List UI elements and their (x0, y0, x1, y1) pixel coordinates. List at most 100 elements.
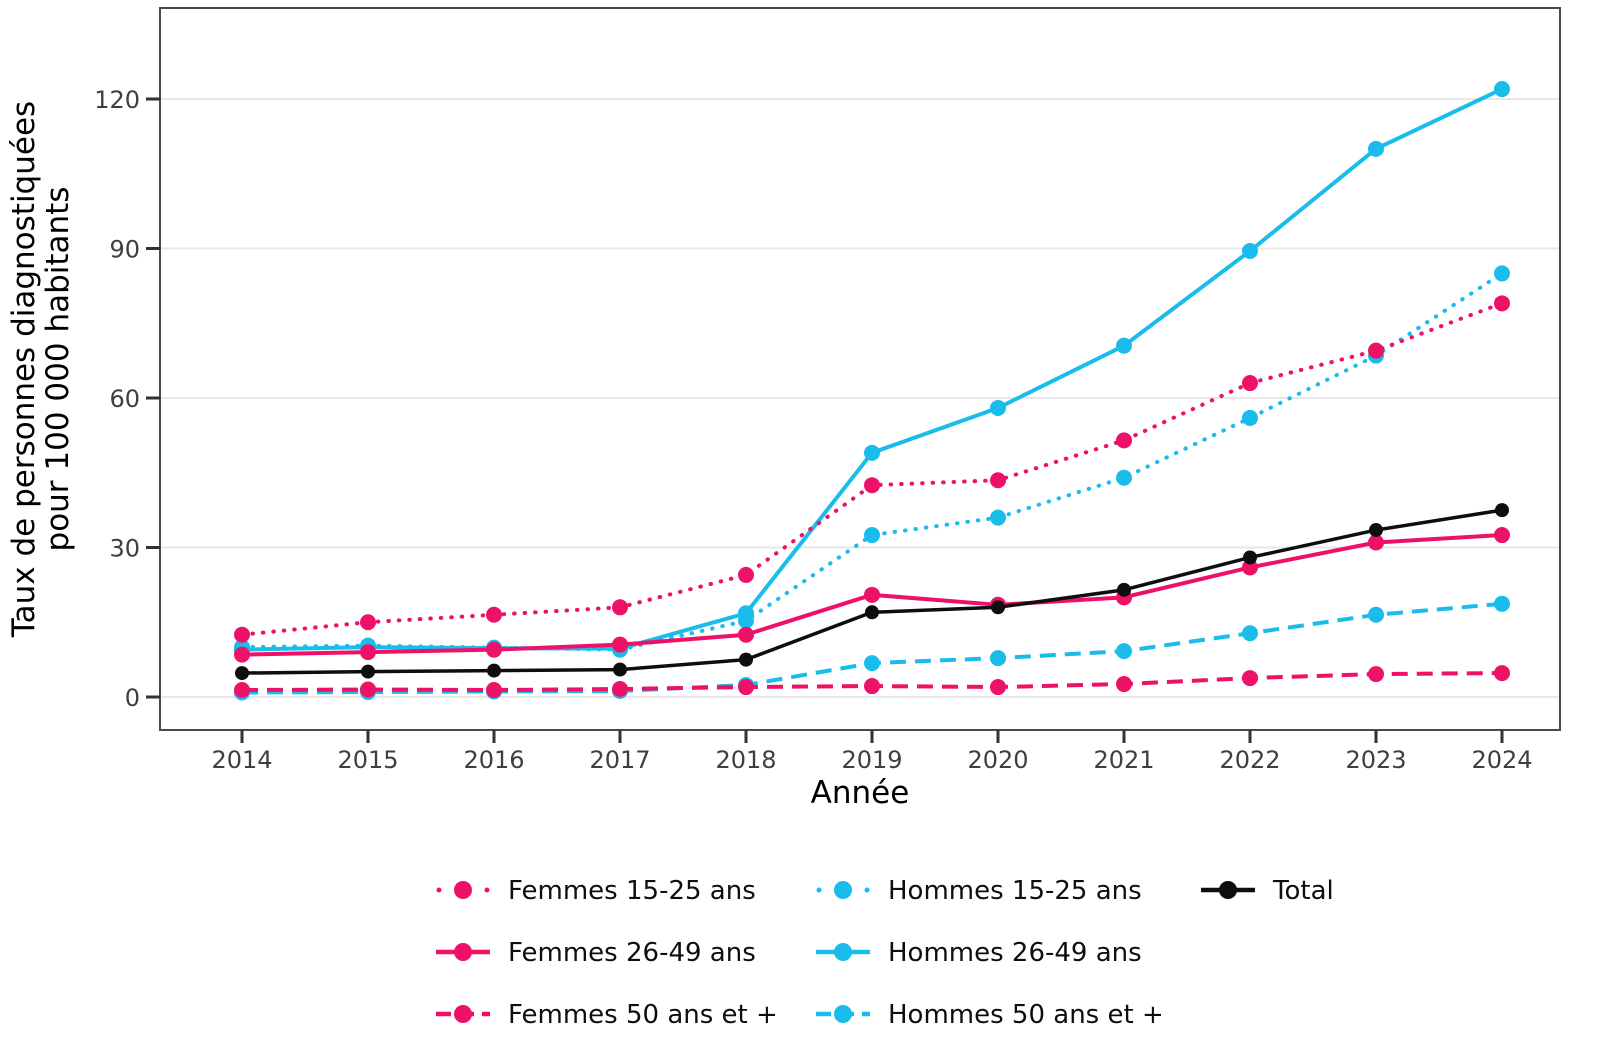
y-tick-label-30: 30 (109, 535, 140, 563)
data-series (234, 81, 1510, 701)
legend-label-femmes-50-ans-et: Femmes 50 ans et + (508, 1000, 778, 1030)
legend-item-femmes-50-ans-et: Femmes 50 ans et + (436, 1000, 778, 1030)
series-hommes-26-49-ans-point-2018 (738, 605, 754, 622)
series-femmes-26-49-ans-point-2022 (1242, 559, 1258, 576)
legend-key-dot-left (436, 887, 442, 893)
legend-label-hommes-50-ans-et: Hommes 50 ans et + (888, 1000, 1164, 1030)
series-hommes-26-49-ans-point-2021 (1116, 337, 1132, 354)
legend-item-femmes-15-25-ans: Femmes 15-25 ans (436, 876, 756, 906)
plot-border (159, 7, 1561, 731)
x-tick-label-2017: 2017 (589, 746, 650, 774)
y-tick-label-90: 90 (109, 236, 140, 264)
series-total-point-2021 (1117, 582, 1131, 597)
series-femmes-50-ans-et-point-2018 (738, 679, 754, 696)
series-femmes-50-ans-et-point-2021 (1116, 676, 1132, 693)
series-hommes-50-ans-et-point-2022 (1242, 625, 1258, 642)
legend-label-hommes-15-25-ans: Hommes 15-25 ans (888, 876, 1142, 906)
legend-key-dot-right (864, 887, 870, 893)
series-femmes-50-ans-et-point-2024 (1494, 665, 1510, 682)
legend-item-total: Total (1201, 876, 1334, 906)
series-femmes-26-49-ans-point-2015 (360, 644, 376, 661)
series-femmes-50-ans-et-point-2016 (486, 682, 502, 699)
legend-key-marker (454, 1005, 472, 1023)
series-hommes-15-25-ans-point-2019 (864, 527, 880, 544)
legend-label-femmes-26-49-ans: Femmes 26-49 ans (508, 938, 756, 968)
x-axis-title: Année (811, 775, 910, 811)
legend-key-marker (834, 881, 852, 899)
series-total-point-2019 (865, 605, 879, 620)
series-femmes-15-25-ans-point-2017 (612, 599, 628, 616)
y-tick-label-120: 120 (94, 86, 140, 114)
series-femmes-15-25-ans-point-2024 (1494, 295, 1510, 312)
series-femmes-26-49-ans-point-2017 (612, 636, 628, 653)
series-hommes-15-25-ans-point-2020 (990, 509, 1006, 526)
series-femmes-15-25-ans-point-2023 (1368, 342, 1384, 359)
series-femmes-15-25-ans-point-2021 (1116, 432, 1132, 449)
series-femmes-15-25-ans-point-2016 (486, 606, 502, 623)
series-femmes-15-25-ans (234, 295, 1510, 643)
series-hommes-26-49-ans (234, 81, 1510, 658)
legend-key-marker (454, 881, 472, 899)
legend-key-marker (834, 1005, 852, 1023)
series-femmes-15-25-ans-point-2014 (234, 626, 250, 643)
series-total-point-2023 (1369, 523, 1383, 538)
legend-item-hommes-15-25-ans: Hommes 15-25 ans (816, 876, 1142, 906)
series-femmes-15-25-ans-point-2015 (360, 614, 376, 631)
x-tick-label-2016: 2016 (463, 746, 524, 774)
series-femmes-50-ans-et-point-2019 (864, 678, 880, 695)
series-femmes-50-ans-et-point-2015 (360, 681, 376, 698)
series-total-point-2016 (487, 663, 501, 678)
series-hommes-50-ans-et-point-2021 (1116, 643, 1132, 660)
series-total-point-2022 (1243, 550, 1257, 565)
gridlines (161, 98, 1559, 698)
series-femmes-26-49-ans-point-2019 (864, 586, 880, 603)
series-total-point-2015 (361, 664, 375, 679)
series-femmes-50-ans-et-point-2020 (990, 679, 1006, 696)
series-hommes-26-49-ans-point-2023 (1368, 140, 1384, 157)
series-femmes-15-25-ans-point-2020 (990, 472, 1006, 489)
series-femmes-50-ans-et-point-2023 (1368, 666, 1384, 683)
series-total-point-2014 (235, 666, 249, 681)
series-femmes-50-ans-et-point-2017 (612, 681, 628, 698)
series-hommes-50-ans-et-point-2023 (1368, 606, 1384, 623)
series-femmes-26-49-ans-point-2014 (234, 646, 250, 663)
series-hommes-26-49-ans-point-2019 (864, 444, 880, 461)
series-femmes-15-25-ans-line (240, 301, 1504, 637)
series-total (235, 503, 1509, 681)
x-tick-label-2019: 2019 (841, 746, 902, 774)
series-total-point-2017 (613, 662, 627, 677)
series-femmes-15-25-ans-point-2019 (864, 477, 880, 494)
series-hommes-26-49-ans-point-2024 (1494, 81, 1510, 98)
series-hommes-15-25-ans-point-2021 (1116, 469, 1132, 486)
series-hommes-15-25-ans-point-2024 (1494, 265, 1510, 282)
y-tick-label-0: 0 (125, 684, 140, 712)
series-femmes-50-ans-et (234, 665, 1510, 699)
series-hommes-50-ans-et-point-2024 (1494, 595, 1510, 612)
legend-item-femmes-26-49-ans: Femmes 26-49 ans (436, 938, 756, 968)
y-axis-title: Taux de personnes diagnostiquées pour 10… (6, 101, 76, 638)
legend-label-hommes-26-49-ans: Hommes 26-49 ans (888, 938, 1142, 968)
legend-label-total: Total (1272, 876, 1334, 906)
series-hommes-50-ans-et-point-2020 (990, 650, 1006, 667)
series-hommes-26-49-ans-point-2022 (1242, 242, 1258, 259)
series-femmes-15-25-ans-point-2018 (738, 566, 754, 583)
series-hommes-50-ans-et-point-2019 (864, 655, 880, 672)
series-hommes-26-49-ans-line (240, 87, 1504, 652)
x-tick-label-2022: 2022 (1219, 746, 1280, 774)
series-femmes-26-49-ans-point-2023 (1368, 534, 1384, 551)
legend-item-hommes-26-49-ans: Hommes 26-49 ans (816, 938, 1142, 968)
x-tick-label-2015: 2015 (337, 746, 398, 774)
legend-key-dot-left (816, 887, 822, 893)
series-total-point-2018 (739, 652, 753, 667)
x-tick-label-2020: 2020 (967, 746, 1028, 774)
legend-item-hommes-50-ans-et: Hommes 50 ans et + (816, 1000, 1164, 1030)
x-tick-label-2021: 2021 (1093, 746, 1154, 774)
legend-label-femmes-15-25-ans: Femmes 15-25 ans (508, 876, 756, 906)
legend-key-marker (1219, 881, 1237, 899)
x-tick-label-2023: 2023 (1345, 746, 1406, 774)
series-hommes-15-25-ans-point-2022 (1242, 409, 1258, 426)
y-tick-label-60: 60 (109, 385, 140, 413)
series-femmes-50-ans-et-point-2022 (1242, 670, 1258, 687)
legend-key-marker (454, 943, 472, 961)
